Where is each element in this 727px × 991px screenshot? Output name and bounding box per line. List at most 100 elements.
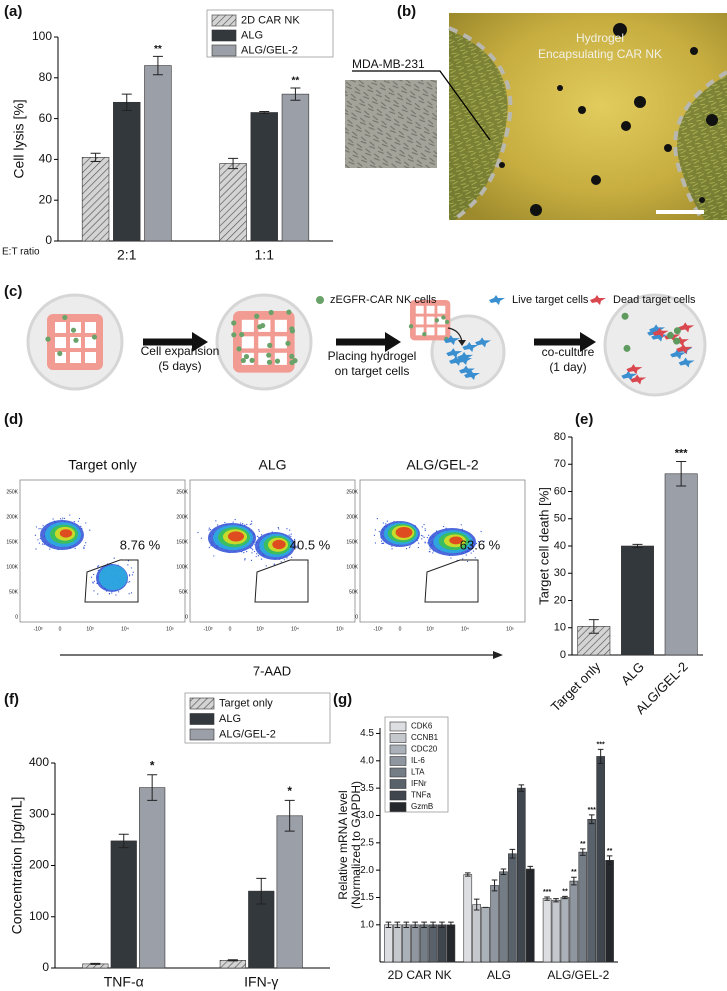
event-dot: [450, 557, 452, 559]
y-tick-label: 40: [554, 540, 566, 552]
panel-label: (g): [333, 691, 352, 708]
bar: [139, 787, 166, 969]
debris: [499, 23, 718, 216]
nk-cell: [408, 324, 414, 329]
event-dot: [286, 528, 288, 530]
error-bar: [571, 876, 577, 886]
event-dot: [255, 555, 257, 558]
event-dot: [35, 526, 38, 528]
photo-caption: Hydrogel: [576, 31, 624, 45]
error-bar: [290, 87, 301, 101]
event-dot: [256, 553, 258, 555]
step-label: on target cells: [335, 364, 410, 378]
legend-label: Live target cells: [512, 294, 589, 306]
axis-arrowhead: [493, 651, 503, 659]
legend-label: CDC20: [411, 745, 438, 754]
legend-swatch: [389, 721, 407, 732]
nk-cell: [45, 336, 51, 342]
event-dot: [38, 542, 41, 544]
error-bar: [90, 152, 101, 162]
y-tick-label: 20: [39, 192, 53, 206]
event-dot: [83, 546, 85, 548]
error-bar: [118, 833, 129, 849]
event-dot: [128, 575, 131, 577]
event-dot: [208, 527, 210, 529]
event-dot: [283, 559, 285, 561]
plot-title: Target only: [68, 457, 136, 473]
event-dot: [249, 523, 251, 525]
x-tick-label: ALG: [487, 968, 511, 982]
event-dot: [278, 528, 280, 530]
step-label: Cell expansion: [141, 344, 220, 358]
nk-cell: [73, 337, 79, 343]
nk-cell: [231, 332, 237, 338]
density-level: [98, 565, 128, 591]
nk-cell: [289, 359, 295, 366]
legend-swatch: [389, 744, 407, 755]
nk-cell: [239, 331, 245, 338]
bar: [110, 840, 137, 969]
legend-swatch: [389, 767, 407, 778]
event-dot: [421, 526, 423, 528]
event-dot: [93, 590, 95, 592]
event-dot: [251, 552, 253, 554]
bar: [384, 924, 393, 963]
x-tick-label: -10³: [204, 626, 213, 632]
leader-line: [352, 70, 491, 141]
event-dot: [391, 548, 393, 550]
event-dot: [132, 571, 134, 573]
error-bar: [90, 962, 101, 965]
event-dot: [474, 557, 476, 559]
x-tick-label: 10⁵: [336, 626, 344, 632]
event-dot: [250, 559, 253, 561]
error-bar: [518, 784, 525, 792]
y-tick-label: 250K: [176, 489, 188, 495]
event-dot: [462, 558, 464, 560]
event-dot: [251, 523, 253, 525]
x-tick-label: 10³: [256, 626, 264, 632]
bar: [428, 924, 438, 963]
event-dot: [429, 548, 431, 550]
legend-swatch: [189, 713, 215, 725]
error-bar: [588, 814, 595, 825]
y-tick-label: 50: [554, 513, 566, 525]
legend-swatch: [389, 779, 407, 789]
error-bar: [632, 543, 643, 549]
y-tick-label: 20: [554, 594, 566, 606]
event-dot: [296, 547, 298, 549]
significance-label: **: [154, 44, 162, 55]
bar: [587, 819, 597, 963]
bar: [113, 101, 141, 242]
legend-swatch: [389, 756, 407, 766]
bar: [219, 163, 247, 242]
y-axis-label: Cell lysis [%]: [11, 99, 27, 178]
event-dot: [92, 582, 94, 584]
significance-label: **: [292, 76, 300, 87]
nk-cell: [266, 352, 272, 358]
y-tick-label: 60: [39, 111, 53, 125]
event-dot: [200, 537, 203, 539]
error-bar: [394, 921, 401, 929]
y-tick-label: 0: [560, 649, 566, 661]
x-tick-label: 10⁴: [121, 626, 129, 632]
legend-swatch: [189, 697, 215, 710]
event-dot: [256, 535, 259, 537]
y-axis-label: Relative mRNA level: [336, 790, 350, 899]
x-tick-label: 10⁵: [166, 626, 174, 632]
nk-cell: [62, 314, 68, 321]
y-tick-label: 70: [554, 458, 566, 470]
event-dot: [252, 549, 254, 551]
event-dot: [418, 542, 420, 544]
event-dot: [97, 565, 99, 567]
error-bar: [430, 921, 436, 929]
error-bar: [491, 879, 498, 892]
bar: [250, 112, 278, 242]
density-level: [272, 539, 286, 550]
legend-label: ALG/GEL-2: [219, 728, 276, 740]
legend-label: ALG: [219, 713, 241, 725]
legend-swatch: [389, 733, 407, 743]
event-dot: [258, 530, 260, 532]
error-bar: [676, 461, 687, 487]
density-level: [449, 536, 463, 545]
x-tick-label: 10⁵: [506, 626, 514, 632]
